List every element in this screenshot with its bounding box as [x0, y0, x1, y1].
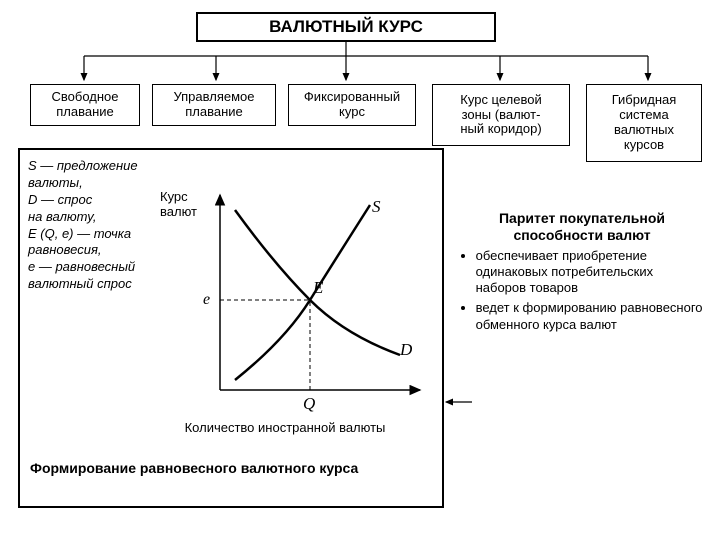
y-point-label: e [203, 291, 210, 309]
cat4-l2: система [619, 107, 668, 122]
cat0-l2: плавание [56, 104, 114, 119]
ppp-bullets: обеспечивает приобретение одинаковых пот… [460, 248, 704, 333]
main-caption: Формирование равновесного валютного курс… [30, 460, 430, 476]
category-box-managed-float: Управляемоеплавание [152, 84, 276, 126]
point-e-label: E [313, 278, 323, 298]
cat1-l2: плавание [185, 104, 243, 119]
cat1-l1: Управляемое [173, 89, 254, 104]
cat2-l2: курс [339, 104, 365, 119]
ppp-panel: Паритет покупательной способности валют … [460, 210, 704, 337]
cat3-l3: ный коридор) [460, 121, 541, 136]
curve-s-label: S [372, 197, 381, 217]
ppp-to-chart-arrow [438, 390, 478, 420]
category-box-target-zone: Курс целевойзоны (валют-ный коридор) [432, 84, 570, 146]
leg2: D — спрос [28, 192, 178, 209]
cat4-l1: Гибридная [612, 92, 677, 107]
curve-d-label: D [400, 340, 412, 360]
category-box-fixed: Фиксированныйкурс [288, 84, 416, 126]
ppp-bullet-1: ведет к формированию равновесного обменн… [476, 300, 704, 333]
ppp-bullet-0: обеспечивает приобретение одинаковых пот… [476, 248, 704, 297]
leg3: на валюту, [28, 209, 178, 226]
category-box-free-float: Свободноеплавание [30, 84, 140, 126]
cat2-l1: Фиксированный [304, 89, 400, 104]
equilibrium-chart [190, 190, 440, 420]
leg7: валютный спрос [28, 276, 178, 293]
cat3-l1: Курс целевой [460, 92, 541, 107]
leg4: E (Q, e) — точка [28, 226, 178, 243]
x-axis-caption: Количество иностранной валюты [150, 420, 420, 435]
ppp-title: Паритет покупательной способности валют [460, 210, 704, 244]
legend-text: S — предложение валюты, D — спрос на вал… [28, 158, 178, 293]
leg0: S — предложение [28, 158, 178, 175]
cat0-l1: Свободное [52, 89, 119, 104]
cat4-l3: валютных [614, 122, 674, 137]
cat3-l2: зоны (валют- [462, 107, 541, 122]
leg6: e — равновесный [28, 259, 178, 276]
category-box-hybrid: Гибриднаясистемавалютныхкурсов [586, 84, 702, 162]
leg1: валюты, [28, 175, 178, 192]
cat4-l4: курсов [624, 137, 664, 152]
leg5: равновесия, [28, 242, 178, 259]
x-point-label: Q [303, 394, 315, 414]
